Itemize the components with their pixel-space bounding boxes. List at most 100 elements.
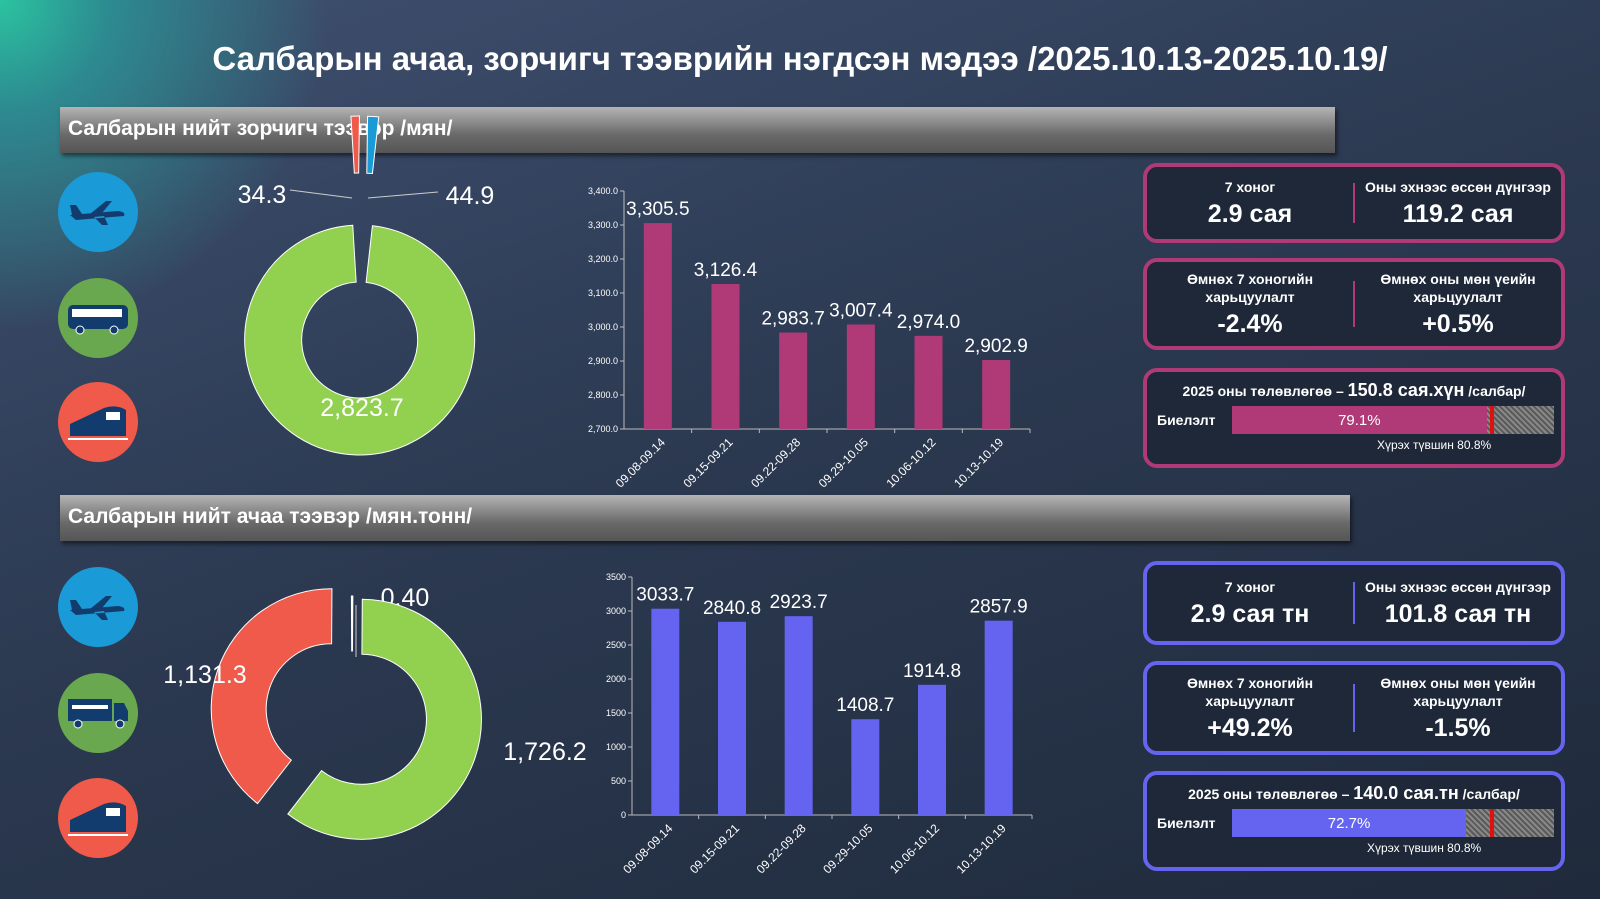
bar-value-label: 2857.9 xyxy=(970,597,1028,618)
bar xyxy=(984,620,1013,815)
prev-week-value: -2.4% xyxy=(1217,309,1283,338)
donut-label-air: 34.3 xyxy=(238,181,287,209)
freight-comparison-card: Өмнөх 7 хоногийн харьцуулалт +49.2% Өмнөх … xyxy=(1143,661,1565,755)
page-title: Салбарын ачаа, зорчигч тээврийн нэгдсэн … xyxy=(212,40,1388,77)
bar xyxy=(982,360,1011,429)
bar-value-label: 1408.7 xyxy=(836,695,894,716)
plan-suffix: /салбар/ xyxy=(1458,786,1520,802)
donut-slice-road xyxy=(366,115,380,175)
bar-value-label: 2840.8 xyxy=(703,598,761,619)
prev-week-value: +49.2% xyxy=(1207,713,1293,742)
bar xyxy=(643,223,672,429)
passenger-comparison-card: Өмнөх 7 хоногийн харьцуулалт -2.4% Өмнөх о… xyxy=(1143,258,1565,350)
bar xyxy=(784,616,813,815)
donut-label-road: 44.9 xyxy=(446,182,495,210)
plan-suffix: /салбар/ xyxy=(1464,383,1526,399)
x-tick-label: 09.08-09.14 xyxy=(620,821,675,876)
truck-icon xyxy=(58,673,138,753)
x-tick-label: 10.06-10.12 xyxy=(887,821,942,876)
donut-slice-rail xyxy=(244,224,476,456)
prev-year-value: +0.5% xyxy=(1422,309,1494,338)
y-tick-label: 2500 xyxy=(606,640,626,650)
bar-value-label: 2,902.9 xyxy=(964,336,1027,357)
leader-line xyxy=(367,191,439,199)
target-text: Хүрэх түвшин 80.8% xyxy=(1367,841,1482,855)
passenger-plan-card: 2025 оны төлөвлөгөө – 150.8 сая.хүн /сал… xyxy=(1143,368,1565,468)
x-tick-label: 10.13-10.19 xyxy=(951,435,1006,490)
bar xyxy=(851,719,880,815)
bar xyxy=(718,621,746,815)
prev-year-label: Өмнөх оны мөн үеийн харьцуулалт xyxy=(1380,674,1536,709)
train-icon xyxy=(58,382,138,462)
ytd-value: 119.2 сая xyxy=(1402,199,1514,228)
bar xyxy=(914,335,943,429)
prev-week-label: Өмнөх 7 хоногийн харьцуулалт xyxy=(1186,674,1314,709)
target-marker xyxy=(1490,406,1495,434)
y-tick-label: 2,700.0 xyxy=(588,424,618,434)
progress-bar: 79.1% xyxy=(1232,406,1554,434)
x-tick-label: 09.29-10.05 xyxy=(820,821,875,876)
donut-label-road: 1,726.2 xyxy=(503,738,586,766)
bar xyxy=(846,324,875,429)
y-tick-label: 0 xyxy=(621,810,626,820)
week-label: 7 хоног xyxy=(1224,578,1276,595)
x-tick-label: 09.15-09.21 xyxy=(680,435,735,490)
leader-line xyxy=(289,189,353,199)
passenger-weekly-card: 7 хоног 2.9 сая Оны эхнээс өссөн дүнгээр 11… xyxy=(1143,163,1565,243)
bar-value-label: 3,007.4 xyxy=(829,300,893,321)
x-tick-label: 09.29-10.05 xyxy=(816,435,871,490)
progress-fill: 79.1% xyxy=(1232,406,1487,434)
freight-weekly-card: 7 хоног 2.9 сая тн Оны эхнээс өссөн дүнгээ… xyxy=(1143,561,1565,645)
target-text: Хүрэх түвшин 80.8% xyxy=(1377,438,1492,452)
ytd-value: 101.8 сая тн xyxy=(1384,599,1532,628)
plan-prefix: 2025 оны төлөвлөгөө – xyxy=(1188,786,1354,802)
y-tick-label: 2,800.0 xyxy=(588,390,618,400)
plan-value: 140.0 сая.тн xyxy=(1353,783,1459,803)
y-tick-label: 500 xyxy=(611,776,626,786)
y-tick-label: 2000 xyxy=(606,674,626,684)
prev-week-label: Өмнөх 7 хоногийн харьцуулалт xyxy=(1186,270,1314,305)
x-tick-label: 10.13-10.19 xyxy=(954,821,1009,876)
ytd-label: Оны эхнээс өссөн дүнгээр xyxy=(1365,578,1551,595)
target-marker xyxy=(1490,809,1495,837)
freight-section-header: Салбарын нийт ачаа тээвэр /мян.тонн/ xyxy=(60,495,1350,541)
y-tick-label: 1000 xyxy=(606,742,626,752)
bar xyxy=(779,332,808,429)
x-tick-label: 10.06-10.12 xyxy=(883,435,938,490)
bus-icon xyxy=(58,278,138,358)
week-value: 2.9 сая тн xyxy=(1190,599,1310,628)
bar-value-label: 1914.8 xyxy=(903,661,961,682)
bar xyxy=(918,684,946,815)
bar-value-label: 3,305.5 xyxy=(626,199,689,220)
airplane-icon xyxy=(58,172,138,252)
plan-prefix: 2025 оны төлөвлөгөө – xyxy=(1182,383,1348,399)
progress-bar: 72.7% xyxy=(1232,809,1554,837)
y-tick-label: 3000 xyxy=(606,606,626,616)
y-tick-label: 1500 xyxy=(606,708,626,718)
bar-value-label: 2923.7 xyxy=(770,592,828,613)
y-tick-label: 3,100.0 xyxy=(588,288,618,298)
ytd-label: Оны эхнээс өссөн дүнгээр xyxy=(1365,178,1551,195)
x-tick-label: 09.15-09.21 xyxy=(687,821,742,876)
donut-slice-rail xyxy=(210,588,333,805)
donut-label-rail: 2,823.7 xyxy=(320,394,403,422)
x-tick-label: 09.08-09.14 xyxy=(613,435,668,490)
y-tick-label: 3500 xyxy=(606,572,626,582)
passenger-section-header: Салбарын нийт зорчигч тээвэр /мян/ xyxy=(60,107,1335,153)
y-tick-label: 3,000.0 xyxy=(588,322,618,332)
week-value: 2.9 сая xyxy=(1207,199,1293,228)
bar-value-label: 2,974.0 xyxy=(897,312,960,333)
progress-label: Биелэлт xyxy=(1157,412,1216,428)
x-tick-label: 09.22-09.28 xyxy=(748,435,803,490)
bar xyxy=(711,284,740,429)
bar xyxy=(651,608,680,815)
prev-year-value: -1.5% xyxy=(1425,713,1491,742)
x-tick-label: 09.22-09.28 xyxy=(754,821,809,876)
week-label: 7 хоног xyxy=(1224,178,1276,195)
freight-plan-card: 2025 оны төлөвлөгөө – 140.0 сая.тн /салб… xyxy=(1143,771,1565,871)
plan-value: 150.8 сая.хүн xyxy=(1347,380,1465,400)
airplane-icon xyxy=(58,567,138,647)
y-tick-label: 3,300.0 xyxy=(588,220,618,230)
progress-fill: 72.7% xyxy=(1232,809,1467,837)
